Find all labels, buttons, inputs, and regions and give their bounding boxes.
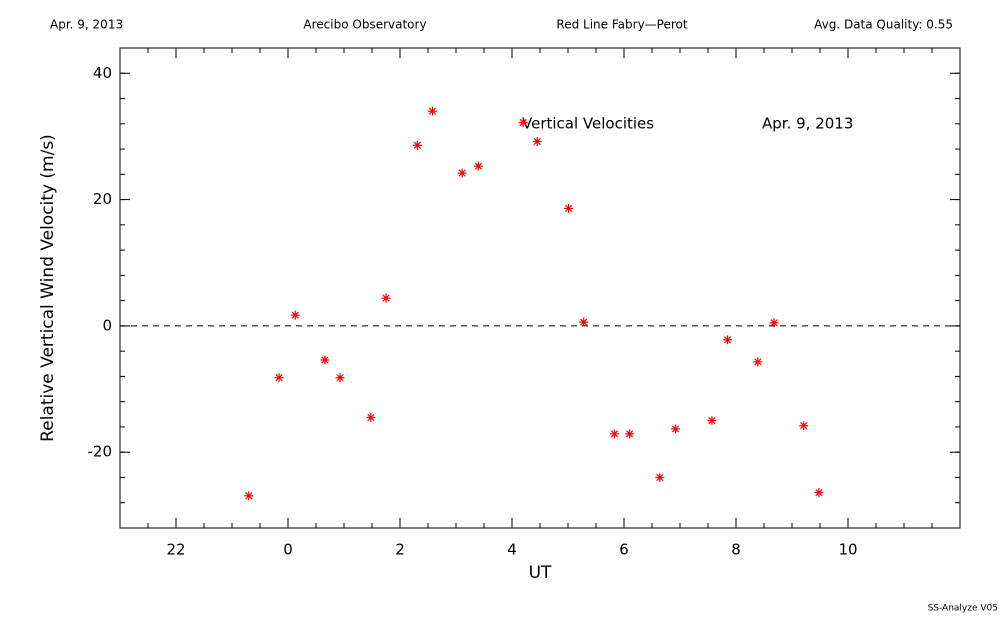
data-point (655, 472, 665, 482)
marker-stroke (336, 374, 344, 382)
data-point (320, 355, 330, 365)
data-point (799, 421, 809, 431)
x-tick-label: 10 (838, 541, 857, 559)
marker-stroke (428, 107, 437, 115)
data-point (769, 318, 779, 328)
marker-stroke (413, 141, 421, 149)
marker-stroke (610, 430, 619, 438)
marker-stroke (474, 162, 483, 170)
data-point (609, 429, 619, 439)
data-point (532, 136, 542, 146)
data-point (290, 310, 300, 320)
x-tick-label: 8 (731, 541, 741, 559)
header-instrument: Red Line Fabry—Perot (556, 18, 687, 32)
footer: SS-Analyze V05 (928, 604, 998, 614)
data-point (412, 140, 422, 150)
annotation-date: Apr. 9, 2013 (762, 115, 853, 133)
data-point (753, 357, 763, 367)
x-axis-label: UT (529, 563, 552, 583)
data-point (707, 416, 717, 426)
marker-stroke (533, 137, 541, 146)
marker-stroke (800, 422, 808, 430)
x-tick-label: 6 (619, 541, 629, 559)
marker-stroke (580, 318, 588, 326)
marker-stroke (367, 413, 375, 422)
data-point (381, 293, 391, 303)
marker-stroke (708, 417, 716, 425)
data-point (814, 488, 824, 498)
data-point (427, 106, 437, 116)
data-point (671, 424, 681, 434)
header-quality: Avg. Data Quality: 0.55 (814, 18, 953, 32)
marker-stroke (671, 425, 680, 433)
x-tick-label: 0 (283, 541, 293, 559)
data-point (564, 203, 574, 213)
marker-stroke (656, 473, 664, 482)
x-tick-label: 2 (395, 541, 405, 559)
x-tick-label: 22 (166, 541, 185, 559)
y-tick-label: 40 (93, 64, 112, 82)
marker-stroke (754, 358, 762, 366)
marker-stroke (625, 430, 634, 438)
marker-stroke (382, 294, 390, 302)
y-tick-label: 0 (102, 316, 112, 334)
marker-stroke (245, 492, 253, 500)
data-point (625, 429, 635, 439)
marker-stroke (723, 336, 732, 344)
header-date: Apr. 9, 2013 (50, 18, 123, 32)
y-tick-label: 20 (93, 190, 112, 208)
data-point (457, 168, 467, 178)
data-point (366, 412, 376, 422)
marker-stroke (291, 311, 299, 319)
marker-stroke (519, 118, 527, 127)
marker-stroke (564, 204, 573, 213)
data-point (244, 491, 254, 501)
marker-stroke (770, 319, 778, 327)
y-tick-label: -20 (88, 443, 113, 461)
data-point (274, 373, 284, 383)
x-tick-label: 4 (507, 541, 517, 559)
y-axis-label: Relative Vertical Wind Velocity (m/s) (38, 134, 58, 442)
marker-stroke (321, 356, 329, 364)
annotation-title: Vertical Velocities (522, 115, 654, 133)
marker-stroke (458, 169, 466, 177)
data-point (723, 335, 733, 345)
data-point (579, 317, 589, 327)
marker-stroke (275, 374, 283, 382)
data-point (473, 161, 483, 171)
data-point (518, 118, 528, 128)
marker-stroke (815, 489, 823, 497)
data-point (335, 373, 345, 383)
header-observatory: Arecibo Observatory (303, 18, 426, 32)
